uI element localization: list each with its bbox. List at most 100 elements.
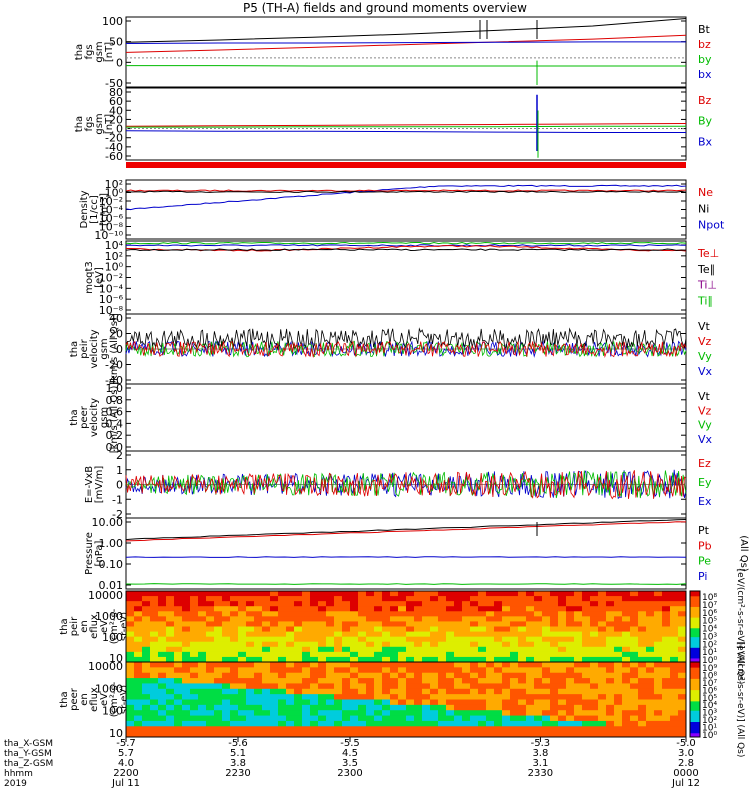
colorbar-cell <box>690 699 700 702</box>
legend-Vy: Vy <box>698 350 712 363</box>
colorbar-cell <box>690 624 700 627</box>
heat-cell <box>638 651 647 658</box>
heat-cell <box>510 611 519 617</box>
colorbar-cell <box>690 723 700 727</box>
heat-cell <box>230 641 239 648</box>
heat-cell <box>526 601 535 607</box>
heat-cell <box>326 704 335 711</box>
heat-cell <box>238 616 247 622</box>
heat-cell <box>398 678 407 684</box>
heat-cell <box>646 631 655 638</box>
heat-cell <box>198 651 207 658</box>
heat-cell <box>318 611 327 617</box>
y-axis-label: velocity <box>89 329 100 368</box>
heat-cell <box>142 672 151 679</box>
heat-cell <box>326 720 335 727</box>
heat-cell <box>438 641 447 648</box>
heat-cell <box>262 631 271 638</box>
heat-cell <box>598 672 607 679</box>
heat-cell <box>470 626 479 633</box>
heat-cell <box>454 626 463 633</box>
heat-cell <box>422 591 431 597</box>
heat-cell <box>182 672 191 679</box>
heat-cell <box>414 667 423 674</box>
x-tick-label: 3.8 <box>532 748 548 759</box>
heat-cell <box>318 699 327 706</box>
colorbar-cell <box>690 684 700 687</box>
heat-cell <box>582 631 591 638</box>
heat-cell <box>494 611 503 617</box>
heat-cell <box>126 672 135 679</box>
heat-cell <box>438 683 447 690</box>
heat-cell <box>254 688 263 695</box>
heat-cell <box>222 662 231 668</box>
heat-cell <box>606 688 615 695</box>
heat-cell <box>574 704 583 711</box>
heat-cell <box>222 715 231 722</box>
heat-cell <box>158 631 167 638</box>
y-axis-label: tha <box>59 618 70 634</box>
heat-cell <box>446 688 455 695</box>
heat-cell <box>670 731 679 738</box>
heat-cell <box>382 726 391 733</box>
heat-cell <box>470 672 479 679</box>
heat-cell <box>494 626 503 633</box>
series-Bx <box>125 130 686 134</box>
heat-cell <box>262 616 271 622</box>
heat-cell <box>646 596 655 602</box>
heat-cell <box>310 710 319 717</box>
heat-cell <box>422 651 431 658</box>
heat-cell <box>374 710 383 717</box>
heat-cell <box>414 726 423 733</box>
heat-cell <box>374 646 383 653</box>
heat-cell <box>590 694 599 700</box>
heat-cell <box>278 626 287 633</box>
heat-cell <box>190 626 199 633</box>
heat-cell <box>126 651 135 658</box>
y-tick-label: 60 <box>109 95 123 108</box>
heat-cell <box>478 616 487 622</box>
heat-cell <box>590 662 599 668</box>
y-tick-label: 10⁰ <box>105 261 124 274</box>
heat-cell <box>662 596 671 602</box>
heat-cell <box>230 731 239 738</box>
heat-cell <box>454 678 463 684</box>
heat-cell <box>438 662 447 668</box>
heat-cell <box>406 626 415 633</box>
heat-cell <box>438 678 447 684</box>
heat-cell <box>174 646 183 653</box>
heat-cell <box>654 672 663 679</box>
heat-cell <box>134 715 143 722</box>
heat-cell <box>182 601 191 607</box>
heat-cell <box>206 726 215 733</box>
heat-cell <box>630 672 639 679</box>
heat-cell <box>486 694 495 700</box>
heat-cell <box>646 606 655 612</box>
heat-cell <box>446 678 455 684</box>
heat-cell <box>614 601 623 607</box>
heat-cell <box>302 694 311 700</box>
heat-cell <box>278 591 287 597</box>
heat-cell <box>406 715 415 722</box>
heat-cell <box>142 678 151 684</box>
heat-cell <box>366 591 375 597</box>
heat-cell <box>566 672 575 679</box>
heat-cell <box>494 601 503 607</box>
heat-cell <box>542 720 551 727</box>
heat-cell <box>278 694 287 700</box>
heat-cell <box>142 616 151 622</box>
heat-cell <box>374 731 383 738</box>
heat-cell <box>158 699 167 706</box>
y-tick-label: 10⁻⁸ <box>99 304 124 317</box>
heat-cell <box>542 662 551 668</box>
heat-cell <box>270 646 279 653</box>
heat-cell <box>542 726 551 733</box>
heat-cell <box>662 631 671 638</box>
heat-cell <box>614 591 623 597</box>
heat-cell <box>646 636 655 643</box>
heat-cell <box>390 715 399 722</box>
heat-cell <box>142 621 151 627</box>
heat-cell <box>190 662 199 668</box>
